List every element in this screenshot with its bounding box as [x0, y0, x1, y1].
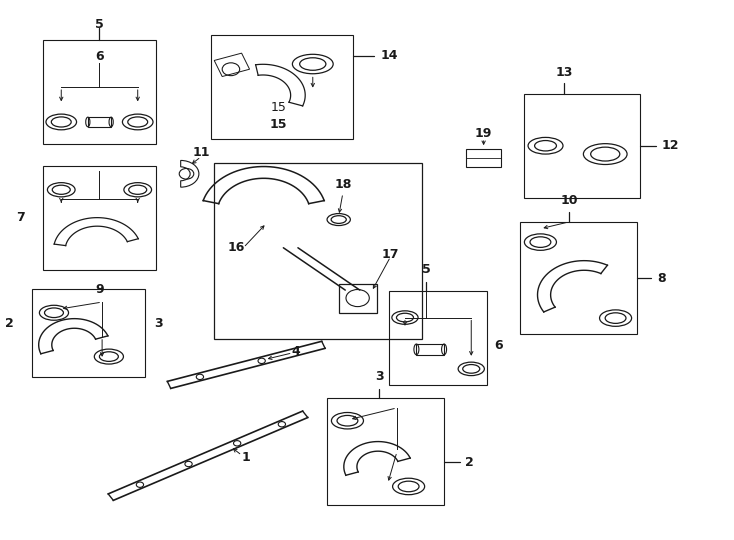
Bar: [338, 284, 377, 313]
Text: 11: 11: [192, 146, 210, 159]
Text: 1: 1: [241, 450, 250, 463]
Text: 15: 15: [271, 102, 287, 114]
Text: 7: 7: [16, 211, 25, 225]
Text: 8: 8: [657, 272, 666, 285]
Bar: [32, 289, 145, 377]
Bar: [214, 53, 250, 77]
Text: 3: 3: [153, 318, 162, 330]
Bar: [520, 222, 636, 334]
Text: 15: 15: [270, 118, 288, 131]
Text: 2: 2: [5, 318, 14, 330]
Text: 10: 10: [560, 194, 578, 207]
Bar: [214, 163, 422, 340]
Bar: [466, 149, 501, 167]
Text: 2: 2: [465, 456, 474, 469]
Text: 5: 5: [422, 264, 431, 276]
Text: 16: 16: [228, 241, 244, 254]
Text: 13: 13: [556, 66, 573, 79]
Bar: [523, 93, 640, 198]
Bar: [211, 35, 352, 139]
Text: 18: 18: [334, 178, 352, 191]
Bar: [416, 344, 444, 355]
Text: 12: 12: [662, 139, 680, 152]
Text: 3: 3: [375, 370, 384, 383]
Text: 5: 5: [95, 18, 103, 31]
Bar: [43, 166, 156, 270]
Text: 4: 4: [292, 345, 301, 358]
Text: 19: 19: [475, 127, 493, 140]
Bar: [88, 117, 111, 127]
Bar: [43, 40, 156, 144]
Text: 6: 6: [495, 339, 504, 352]
Text: 14: 14: [380, 49, 398, 62]
Bar: [327, 399, 443, 505]
Bar: [389, 292, 487, 385]
Text: 17: 17: [382, 248, 399, 261]
Text: 9: 9: [95, 284, 103, 296]
Text: 6: 6: [95, 50, 103, 63]
